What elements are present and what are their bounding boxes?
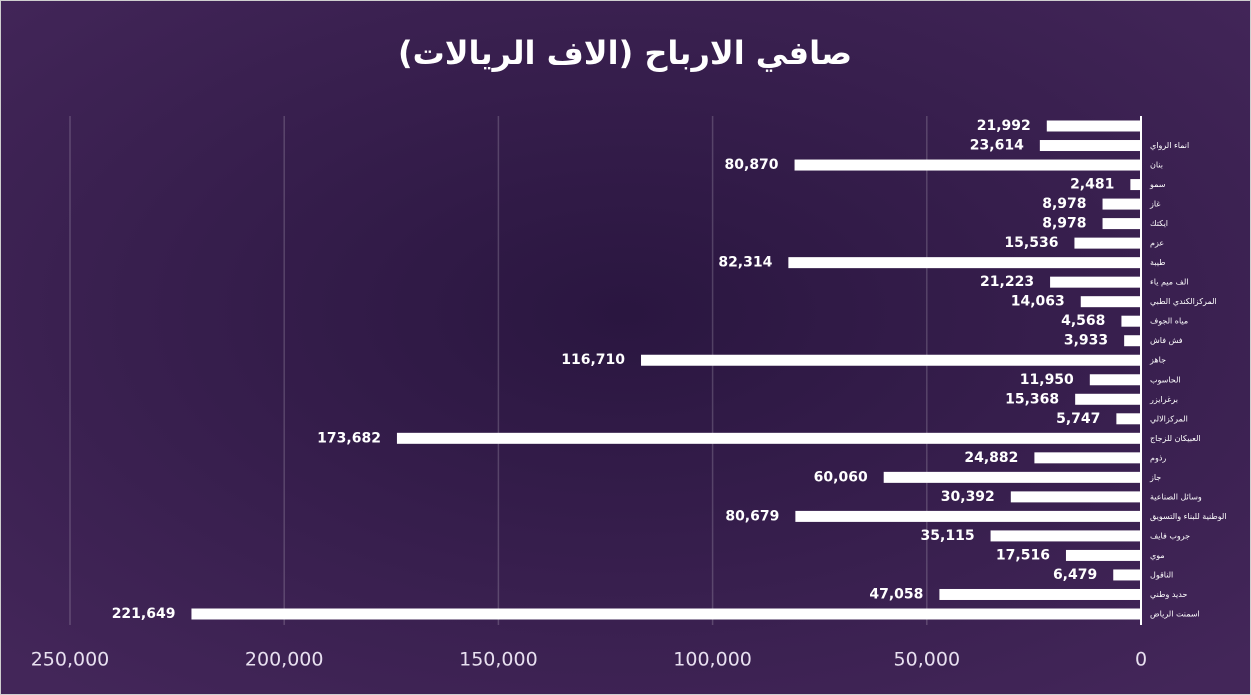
value-label: 15,536 [1004,235,1058,251]
chart-title: صافي الارباح (الاف الريالات) [398,34,852,72]
bar [191,608,1141,620]
y-tick-label: المركزالكندي الطبي [1150,297,1217,306]
bar [396,432,1142,444]
x-tick-label: 250,000 [31,649,110,671]
y-tick-label: رذوم [1150,453,1166,462]
bar [1121,315,1141,327]
y-tick-label: مياه الجوف [1150,317,1188,326]
bar [795,510,1141,522]
y-tick-label: اسمنت الرياض [1150,610,1200,619]
y-tick-label: الوطنية للبناء والتسويق [1150,512,1227,521]
x-tick-label: 100,000 [673,649,752,671]
value-label: 2,481 [1070,177,1114,193]
bar [641,354,1141,366]
bar [1130,179,1141,191]
y-tick-label: سمو [1149,180,1166,189]
value-label: 8,978 [1042,196,1086,212]
y-tick-label: جاهز [1149,356,1166,365]
y-tick-label: فش فاش [1150,336,1183,345]
value-label: 35,115 [921,528,975,544]
bar [1102,218,1141,230]
value-label: 82,314 [718,255,772,271]
value-label: 173,682 [317,430,381,446]
y-tick-label: وسائل الصناعية [1150,492,1202,501]
bar [1065,549,1141,561]
value-label: 5,747 [1056,411,1100,427]
bar [1074,237,1141,249]
value-label: 21,223 [980,274,1034,290]
bar [1010,491,1141,503]
bar [1116,413,1141,425]
bar [1075,393,1141,405]
value-label: 6,479 [1053,567,1097,583]
y-tick-label: المركزالالي [1150,414,1188,423]
value-label: 47,058 [869,586,923,602]
y-tick-label: جاز [1149,473,1161,482]
value-label: 221,649 [112,606,176,622]
value-label: 14,063 [1011,294,1065,310]
bar [794,159,1141,171]
x-tick-label: 150,000 [459,649,538,671]
bar [1124,335,1141,347]
bar [883,471,1141,483]
value-label: 15,368 [1005,391,1059,407]
y-tick-label: بنان [1150,161,1163,170]
y-tick-label: موي [1150,551,1165,560]
bar [1050,276,1141,288]
x-tick-label: 50,000 [894,649,960,671]
value-label: 21,992 [977,118,1031,134]
bar [1080,296,1141,308]
y-tick-label: الف ميم ياء [1150,278,1188,287]
value-label: 116,710 [561,352,625,368]
y-tick-label: جروب فايف [1150,531,1190,540]
bar [788,257,1141,269]
x-tick-label: 0 [1135,649,1147,671]
bar [1089,374,1141,386]
y-tick-label: غاز [1149,200,1160,209]
bar [939,588,1141,600]
y-tick-label: حديد وطني [1150,590,1187,599]
value-label: 80,679 [725,508,779,524]
y-tick-label: ايكتك [1150,219,1168,228]
value-label: 30,392 [941,489,995,505]
value-label: 4,568 [1061,313,1105,329]
x-tick-label: 200,000 [245,649,324,671]
value-label: 11,950 [1020,372,1074,388]
bar [1039,140,1141,152]
value-label: 60,060 [814,469,868,485]
y-tick-label: برغرايزر [1149,395,1178,404]
bar [990,530,1141,542]
y-tick-label: عزم [1150,239,1164,248]
value-label: 24,882 [964,450,1018,466]
y-tick-label: طيبة [1150,258,1165,267]
value-label: 17,516 [996,547,1050,563]
y-tick-label: انماء الرواي [1150,141,1189,150]
bar [1046,120,1141,132]
value-label: 8,978 [1042,216,1086,232]
y-tick-label: العبيكان للزجاج [1150,434,1201,443]
y-tick-label: الناقول [1150,570,1173,579]
y-tick-label: الحاسوب [1150,375,1181,384]
bar [1102,198,1141,210]
value-label: 80,870 [725,157,779,173]
bar [1034,452,1141,464]
value-label: 3,933 [1064,333,1108,349]
value-label: 23,614 [970,138,1024,154]
bar [1113,569,1141,581]
